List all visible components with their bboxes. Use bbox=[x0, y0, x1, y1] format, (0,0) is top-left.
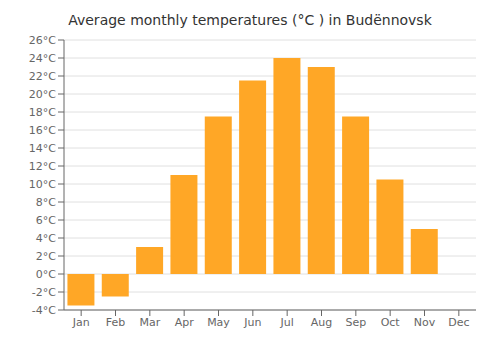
svg-text:8°C: 8°C bbox=[36, 196, 56, 209]
svg-text:26°C: 26°C bbox=[29, 34, 56, 47]
svg-text:Feb: Feb bbox=[106, 316, 125, 329]
svg-text:Jun: Jun bbox=[243, 316, 261, 329]
svg-text:20°C: 20°C bbox=[29, 88, 56, 101]
svg-text:May: May bbox=[207, 316, 230, 329]
svg-text:Jan: Jan bbox=[72, 316, 90, 329]
svg-text:6°C: 6°C bbox=[36, 214, 56, 227]
svg-text:16°C: 16°C bbox=[29, 124, 56, 137]
html-text:Average monthly temperatures (: Average monthly temperatures (°C ) in Bu… bbox=[68, 12, 432, 28]
svg-text:2°C: 2°C bbox=[36, 250, 56, 263]
svg-text:0°C: 0°C bbox=[36, 268, 56, 281]
svg-text:18°C: 18°C bbox=[29, 106, 56, 119]
svg-text:Oct: Oct bbox=[381, 316, 401, 329]
svg-text:Sep: Sep bbox=[345, 316, 366, 329]
svg-text:24°C: 24°C bbox=[29, 52, 56, 65]
svg-text:Dec: Dec bbox=[448, 316, 469, 329]
svg-text:Aug: Aug bbox=[311, 316, 332, 329]
svg-text:-2°C: -2°C bbox=[32, 286, 56, 299]
svg-text:12°C: 12°C bbox=[29, 160, 56, 173]
svg-text:22°C: 22°C bbox=[29, 70, 56, 83]
svg-text:Jul: Jul bbox=[280, 316, 294, 329]
svg-text:Mar: Mar bbox=[139, 316, 160, 329]
svg-text:Nov: Nov bbox=[414, 316, 436, 329]
svg-text:Apr: Apr bbox=[175, 316, 195, 329]
svg-text:10°C: 10°C bbox=[29, 178, 56, 191]
svg-text:-4°C: -4°C bbox=[32, 304, 56, 317]
svg-text:14°C: 14°C bbox=[29, 142, 56, 155]
svg-text:4°C: 4°C bbox=[36, 232, 56, 245]
